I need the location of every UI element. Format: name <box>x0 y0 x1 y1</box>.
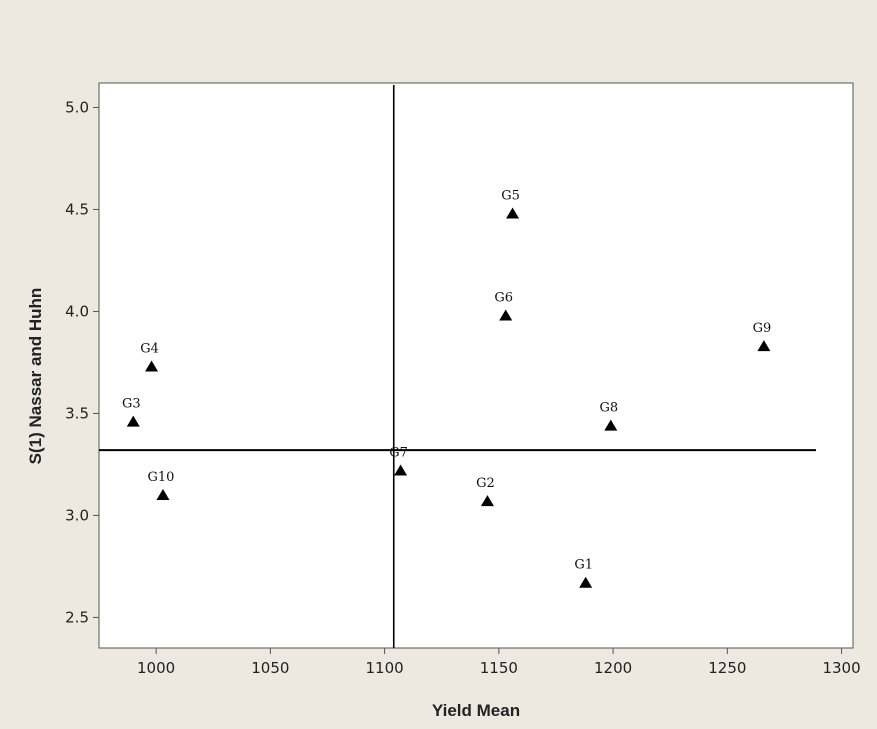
point-label-g7: G7 <box>389 446 408 461</box>
data-point-g5 <box>506 207 520 219</box>
y-tick-label: 5.0 <box>65 98 89 116</box>
point-label-g8: G8 <box>599 401 618 416</box>
x-tick-label: 1300 <box>822 659 860 677</box>
point-label-g1: G1 <box>574 558 593 573</box>
y-tick-label: 4.0 <box>65 302 89 320</box>
x-tick-label: 1000 <box>137 659 175 677</box>
point-label-g4: G4 <box>140 342 159 357</box>
y-tick-label: 4.5 <box>65 200 89 218</box>
point-label-g6: G6 <box>494 291 513 306</box>
x-tick-label: 1250 <box>708 659 746 677</box>
y-tick-label: 2.5 <box>65 608 89 626</box>
x-tick-label: 1100 <box>366 659 404 677</box>
chart-frame: 1000 1050 1100 1150 1200 1250 1300 2.5 3.0 3.5 4.… <box>8 8 869 721</box>
point-label-g10: G10 <box>148 470 175 485</box>
data-point-g3 <box>126 415 140 427</box>
data-point-g9 <box>757 340 771 352</box>
point-label-g5: G5 <box>501 189 520 204</box>
x-tick-label: 1200 <box>594 659 632 677</box>
x-tick-label: 1150 <box>480 659 518 677</box>
x-axis-title: Yield Mean <box>432 701 520 720</box>
data-point-g8 <box>604 419 618 431</box>
data-point-g2 <box>480 495 494 507</box>
reference-lines <box>99 85 816 648</box>
data-point-g7 <box>394 464 408 476</box>
point-label-g2: G2 <box>476 476 495 491</box>
y-axis: 2.5 3.0 3.5 4.0 4.5 5.0 <box>65 98 99 626</box>
data-point-g6 <box>499 309 513 321</box>
data-point-g1 <box>579 576 593 588</box>
scatter-chart: 1000 1050 1100 1150 1200 1250 1300 2.5 3.0 3.5 4.… <box>26 82 861 720</box>
y-axis-title: S(1) Nassar and Huhn <box>26 288 45 465</box>
data-points: G1 G2 G3 G4 G5 G6 G7 G8 G9 G10 <box>122 189 771 588</box>
point-label-g9: G9 <box>753 321 772 336</box>
y-tick-label: 3.0 <box>65 506 89 524</box>
data-point-g4 <box>145 360 159 372</box>
point-label-g3: G3 <box>122 397 141 412</box>
x-axis: 1000 1050 1100 1150 1200 1250 1300 <box>137 648 861 677</box>
x-tick-label: 1050 <box>251 659 289 677</box>
y-tick-label: 3.5 <box>65 404 89 422</box>
data-point-g10 <box>156 489 170 501</box>
plot-area <box>98 82 854 649</box>
